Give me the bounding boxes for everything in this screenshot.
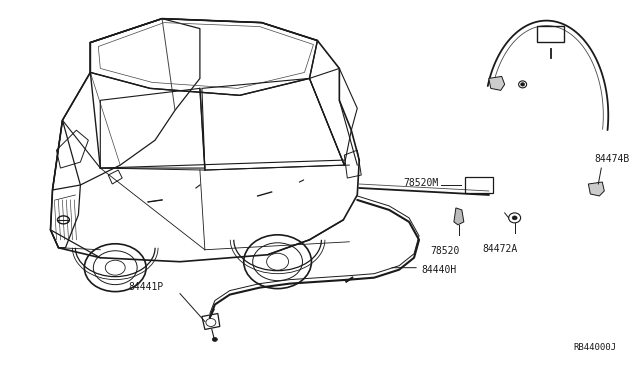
Polygon shape [454, 208, 464, 225]
Text: 78520: 78520 [430, 246, 460, 256]
Ellipse shape [520, 83, 525, 86]
Bar [465, 177, 493, 193]
Text: 84440H: 84440H [421, 265, 456, 275]
Text: RB44000J: RB44000J [573, 343, 616, 352]
Text: 84441P: 84441P [128, 282, 163, 292]
Text: 84474B: 84474B [595, 154, 630, 164]
Ellipse shape [212, 337, 218, 341]
Text: 84472A: 84472A [482, 244, 517, 254]
Ellipse shape [512, 216, 517, 220]
Bar [536, 26, 564, 42]
Polygon shape [489, 76, 505, 90]
Text: 78520M: 78520M [404, 178, 439, 188]
Polygon shape [588, 182, 604, 196]
